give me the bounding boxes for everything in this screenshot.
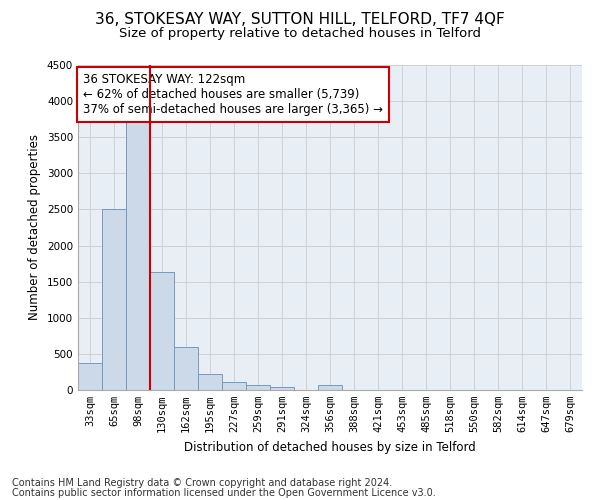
Text: 36 STOKESAY WAY: 122sqm
← 62% of detached houses are smaller (5,739)
37% of semi: 36 STOKESAY WAY: 122sqm ← 62% of detache… xyxy=(83,73,383,116)
Bar xyxy=(318,386,342,390)
Bar xyxy=(198,374,222,390)
Bar xyxy=(102,208,126,390)
Text: Size of property relative to detached houses in Telford: Size of property relative to detached ho… xyxy=(119,28,481,40)
Text: 36, STOKESAY WAY, SUTTON HILL, TELFORD, TF7 4QF: 36, STOKESAY WAY, SUTTON HILL, TELFORD, … xyxy=(95,12,505,28)
Bar xyxy=(270,387,294,390)
Bar xyxy=(174,348,198,390)
Bar xyxy=(126,122,150,390)
Text: Contains public sector information licensed under the Open Government Licence v3: Contains public sector information licen… xyxy=(12,488,436,498)
Bar xyxy=(150,272,174,390)
Y-axis label: Number of detached properties: Number of detached properties xyxy=(28,134,41,320)
Bar xyxy=(246,386,270,390)
X-axis label: Distribution of detached houses by size in Telford: Distribution of detached houses by size … xyxy=(184,440,476,454)
Bar xyxy=(78,364,102,390)
Text: Contains HM Land Registry data © Crown copyright and database right 2024.: Contains HM Land Registry data © Crown c… xyxy=(12,478,392,488)
Bar xyxy=(222,382,246,390)
